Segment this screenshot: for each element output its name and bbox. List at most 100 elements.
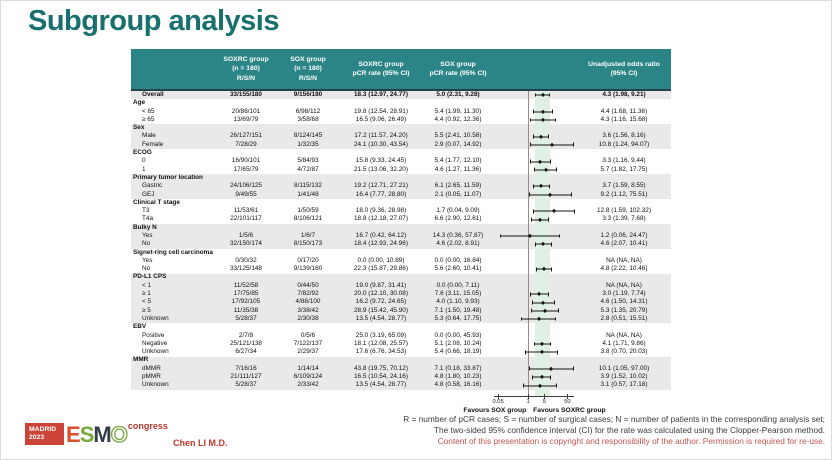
overall-ci-band (535, 273, 551, 282)
table-row: GEJ 9/49/55 1/41/48 16.4 (7.77, 28.80) 2.1 (… (131, 190, 671, 199)
rsn-soxrc-cell: 11/35/38 (233, 306, 259, 314)
presenter-name: Chen LI M.D. (173, 438, 228, 448)
table-section: Clinical T stage T3 11/53/61 1/50/59 18.0 (9… (131, 198, 671, 224)
header-line: Unadjusted odds ratio (588, 60, 660, 68)
null-reference-line (528, 157, 530, 166)
pcr-rate-soxrc-cell: 18.1 (12.08, 25.57) (353, 339, 408, 347)
group-header-row: Primary tumor location (131, 173, 671, 183)
rsn-sox-cell: 1/41/48 (297, 190, 319, 198)
logo-letter: E (66, 422, 81, 448)
forest-plot-cell (493, 364, 577, 374)
table-section: Signet-ring cell carcinoma Yes 0/30/32 0/17… (131, 248, 671, 274)
header-line: SOXRC group (358, 60, 404, 68)
row-label: pMMR (142, 373, 161, 381)
odds-ratio-text-cell: 3.8 (0.70, 20.03) (600, 348, 648, 356)
null-reference-line (528, 215, 530, 224)
table-row: Gastric 24/106/125 8/115/132 19.2 (12.71, 2… (131, 182, 671, 191)
rsn-sox-cell: 2/33/42 (297, 381, 319, 389)
odds-ratio-text-cell: 4.3 (1.16, 15.68) (600, 115, 648, 123)
rsn-soxrc-cell: 5/28/37 (235, 314, 257, 322)
null-reference-line (528, 124, 530, 133)
forest-plot-cell (493, 173, 577, 183)
table-row: Unknown 5/28/37 2/30/38 13.5 (4.54, 28.77) 5… (131, 314, 671, 324)
pcr-rate-sox-cell: 6.6 (2.90, 12.61) (434, 215, 482, 223)
pcr-rate-sox-cell: 4.8 (1.80, 10.23) (434, 373, 482, 381)
forest-plot-cell (493, 281, 577, 291)
odds-ratio-text-cell: 5.3 (1.35, 20.79) (600, 306, 648, 314)
table-section: ECOG 0 16/90/101 5/84/93 15.8 (9.33, 24.45) 5… (131, 149, 671, 174)
null-reference-line (528, 223, 530, 233)
row-label: Clinical T stage (133, 198, 180, 206)
null-reference-line (528, 281, 530, 291)
pcr-rate-soxrc-cell: 17.6 (6.76, 34.53) (355, 348, 407, 356)
forest-plot-cell (493, 339, 577, 349)
group-header-row: Signet-ring cell carcinoma (131, 248, 671, 257)
row-label: No (142, 265, 151, 273)
axis-tick-label: 1 (526, 398, 530, 405)
column-header: SOXRC group pCR rate (95% CI) (339, 49, 423, 89)
rsn-soxrc-cell: 32/150/174 (230, 240, 262, 248)
row-label: Gastric (142, 182, 163, 190)
null-reference-line (528, 298, 530, 307)
madrid-2023-badge: MADRID 2023 (25, 423, 64, 445)
table-row: ≥ 65 13/69/79 3/58/68 16.5 (9.06, 26.49) 4.4… (131, 115, 671, 125)
table-row: No 33/125/148 9/139/160 22.3 (15.87, 29.86)… (131, 265, 671, 274)
null-reference-line (528, 389, 530, 396)
odds-ratio-text-cell: 3.7 (1.59, 8.55) (602, 182, 646, 190)
pcr-rate-sox-cell: 4.6 (1.27, 11.36) (434, 165, 482, 173)
favours-sox-label: Favours SOX group (463, 406, 527, 414)
pcr-rate-soxrc-cell: 19.0 (9.87, 31.41) (355, 281, 407, 289)
null-reference-line (528, 256, 530, 266)
odds-ratio-text-cell: 4.4 (1.68, 11.36) (600, 107, 648, 115)
row-label: Unknown (142, 314, 169, 322)
forest-plot-cell (493, 348, 577, 357)
forest-plot-cell (493, 290, 577, 299)
row-label: GEJ (142, 190, 155, 198)
header-line: (n = 180) (232, 65, 260, 73)
row-label: PD-L1 CPS (133, 273, 167, 281)
header-line: R/S/N (298, 74, 318, 82)
forest-plot-cell (493, 215, 577, 224)
row-label: ≥ 1 (142, 290, 151, 298)
rsn-sox-cell: 9/139/160 (293, 265, 323, 273)
table-row: T4a 22/101/117 8/106/121 18.8 (12.18, 27.07… (131, 215, 671, 224)
pcr-rate-sox-cell: 7.6 (3.11, 15.05) (434, 290, 482, 298)
odds-ratio-text-cell: 5.7 (1.82, 17.75) (600, 165, 648, 173)
rsn-soxrc-cell: 17/92/105 (231, 298, 261, 306)
page-title: Subgroup analysis (28, 5, 279, 37)
forest-plot-cell (493, 256, 577, 266)
odds-ratio-text-cell: 3.9 (1.52, 10.02) (600, 373, 648, 381)
row-label: dMMR (142, 364, 161, 372)
null-reference-line (528, 99, 530, 108)
overall-ci-band (535, 248, 551, 257)
rsn-sox-cell: 2/30/38 (297, 314, 319, 322)
pcr-rate-sox-cell: 5.3 (0.64, 17.75) (434, 314, 482, 322)
group-header-row: Bulky N (131, 223, 671, 233)
forest-plot-cell (493, 149, 577, 158)
overall-ci-band (535, 281, 551, 291)
axis-tick-label: 0.05 (492, 398, 504, 405)
overall-ci-band (535, 256, 551, 266)
pcr-rate-soxrc-cell: 18.3 (12.97, 24.77) (353, 90, 408, 98)
row-label: Yes (142, 231, 153, 239)
forest-plot-cell (493, 381, 577, 390)
rsn-soxrc-cell: 16/90/101 (231, 157, 261, 165)
overall-ci-band (535, 149, 551, 158)
null-reference-line (528, 339, 530, 349)
odds-ratio-text-cell: 3.3 (1.39, 7.68) (602, 215, 646, 223)
odds-ratio-text-cell: 9.2 (1.12, 75.51) (600, 190, 648, 198)
axis-tick (528, 393, 530, 399)
group-header-row: MMR (131, 356, 671, 365)
forest-plot-cell (493, 132, 577, 141)
forest-plot-cell (493, 331, 577, 340)
null-reference-line (528, 173, 530, 183)
table-section: PD-L1 CPS < 1 11/52/58 0/44/50 19.0 (9.87, 3… (131, 273, 671, 324)
odds-ratio-text-cell: NA (NA, NA) (606, 281, 642, 289)
forest-plot-cell (493, 157, 577, 166)
overall-ci-band (535, 198, 551, 208)
footnote-line: R = number of pCR cases; S = number of s… (403, 414, 825, 424)
pcr-rate-soxrc-cell: 18.0 (9.36, 28.98) (355, 207, 407, 215)
rsn-soxrc-cell: 5/28/37 (235, 381, 257, 389)
row-label: < 1 (142, 281, 152, 289)
